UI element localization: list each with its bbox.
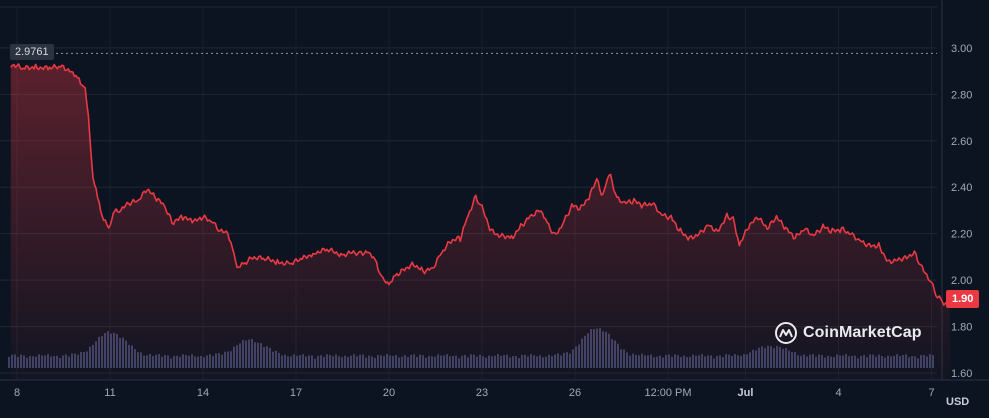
price-area-fill [10,64,951,380]
x-tick-label: 7 [928,387,934,399]
currency-label: USD [946,396,970,408]
x-tick-label: 17 [290,387,302,399]
y-tick-label: 3.00 [951,43,972,55]
y-tick-label: 2.00 [951,275,972,287]
coinmarketcap-logo-icon [775,322,797,344]
x-tick-label: 20 [383,387,395,399]
x-tick-label: 11 [104,387,115,399]
x-tick-label: 4 [835,387,841,399]
x-tick-label: 8 [14,387,20,399]
x-tick-label: 23 [476,387,488,399]
x-tick-label: 12:00 PM [644,387,691,399]
y-tick-label: 1.80 [951,322,972,334]
current-price-badge: 1.90 [946,290,980,308]
y-tick-label: 2.80 [951,89,972,101]
x-tick-label: 14 [197,387,209,399]
price-line [10,63,951,306]
coinmarketcap-watermark: CoinMarketCap [775,320,922,346]
start-price-badge: 2.9761 [10,44,54,60]
volume-bar [8,356,10,368]
x-tick-label: 26 [569,387,581,399]
y-tick-label: 1.60 [951,368,972,380]
watermark-text: CoinMarketCap [803,324,922,341]
y-tick-label: 2.20 [951,229,972,241]
y-axis: 3.00 2.80 2.60 2.40 2.20 2.00 1.80 1.60 [951,43,972,380]
y-tick-label: 2.40 [951,182,972,194]
y-tick-label: 2.60 [951,136,972,148]
x-axis: 8 11 14 17 20 23 26 12:00 PM Jul 4 7 [14,387,935,399]
x-tick-label: Jul [738,387,754,399]
